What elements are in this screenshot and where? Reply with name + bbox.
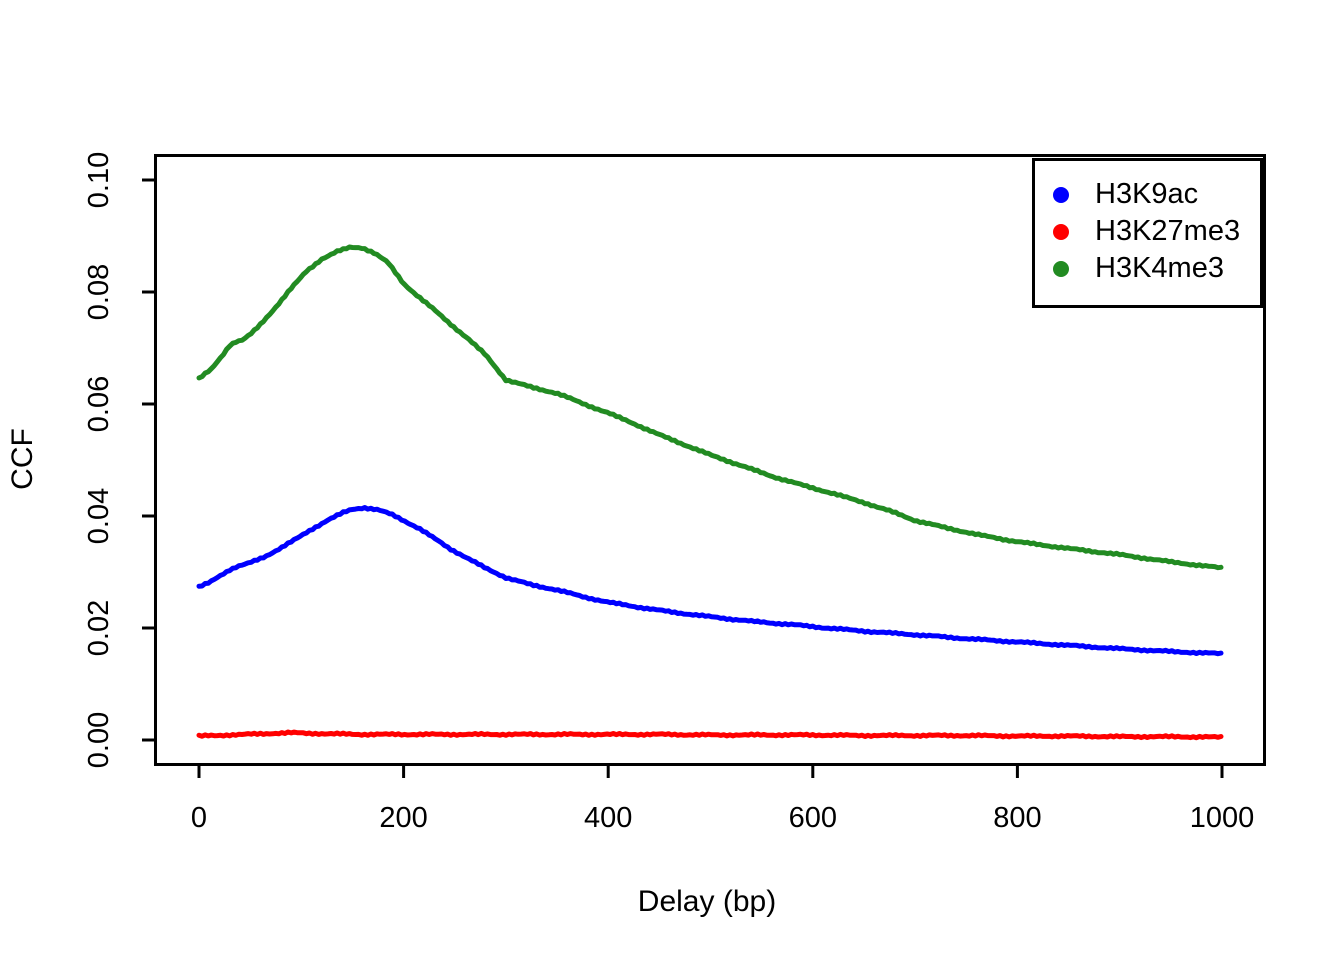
series-h3k4me3 xyxy=(196,244,1224,571)
y-tick-label: 0.02 xyxy=(83,599,115,657)
plot-box xyxy=(154,154,1266,766)
y-tick-label: 0.04 xyxy=(83,487,115,545)
legend-marker-h3k9ac-icon xyxy=(1053,186,1069,203)
legend-marker-h3k4me3-icon xyxy=(1053,260,1069,277)
y-axis-title: CCF xyxy=(6,428,39,490)
x-tick-label: 800 xyxy=(993,802,1042,834)
y-tick-label: 0.06 xyxy=(83,375,115,433)
x-tick-label: 600 xyxy=(788,802,837,834)
legend: H3K9ac H3K27me3 H3K4me3 xyxy=(1032,158,1263,308)
series-h3k9ac xyxy=(196,505,1224,657)
x-tick-label: 1000 xyxy=(1189,802,1255,834)
x-tick-label: 400 xyxy=(583,802,633,834)
legend-marker-h3k27me3-icon xyxy=(1053,223,1069,240)
legend-item-h3k9ac: H3K9ac xyxy=(1053,176,1260,213)
series-h3k27me3 xyxy=(196,729,1224,741)
y-tick-label: 0.00 xyxy=(83,711,115,769)
legend-label-h3k9ac: H3K9ac xyxy=(1095,178,1199,210)
legend-item-h3k27me3: H3K27me3 xyxy=(1053,213,1260,250)
y-tick-label: 0.10 xyxy=(83,151,115,209)
legend-label-h3k27me3: H3K27me3 xyxy=(1095,215,1241,247)
y-tick-label: 0.08 xyxy=(83,263,115,321)
x-axis-title: Delay (bp) xyxy=(637,885,777,918)
legend-item-h3k4me3: H3K4me3 xyxy=(1053,250,1260,287)
legend-label-h3k4me3: H3K4me3 xyxy=(1095,252,1224,284)
x-tick-label: 200 xyxy=(379,802,428,834)
x-tick-label: 0 xyxy=(190,802,208,834)
